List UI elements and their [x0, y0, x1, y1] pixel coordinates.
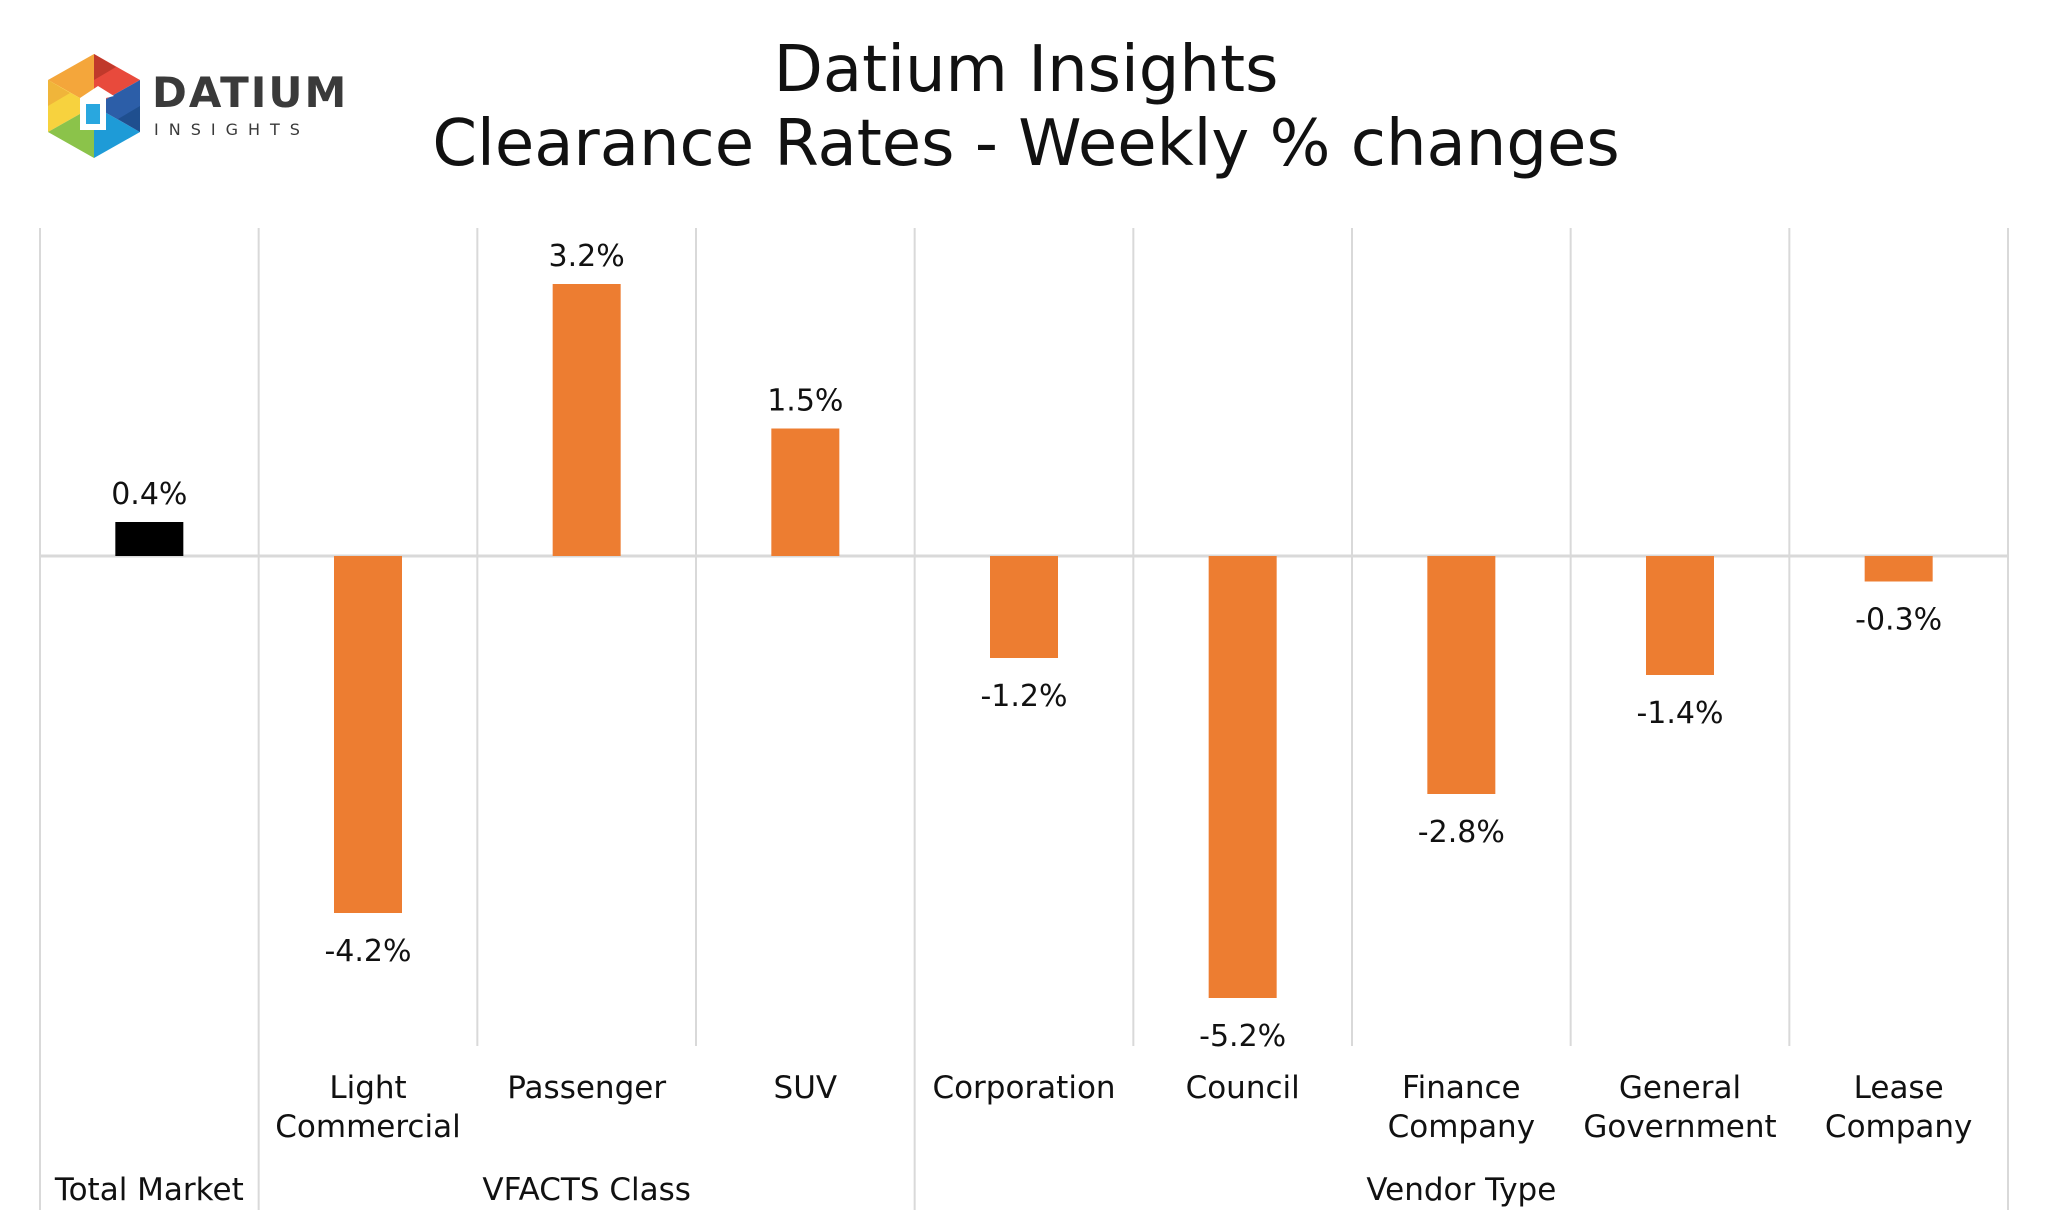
data-label: -0.3%	[1855, 603, 1942, 638]
data-label: 1.5%	[767, 384, 843, 419]
category-label: Passenger	[507, 1070, 666, 1106]
category-label: General	[1619, 1070, 1741, 1106]
datium-logo: DATIUM INSIGHTS	[40, 50, 346, 180]
bar	[1864, 556, 1933, 582]
data-label: 3.2%	[549, 239, 625, 274]
datium-hexagon-icon	[48, 54, 140, 158]
category-label: Commercial	[275, 1109, 460, 1145]
category-label: Finance	[1402, 1070, 1521, 1106]
category-label: Lease	[1854, 1070, 1944, 1106]
logo-tagline: INSIGHTS	[154, 120, 310, 139]
category-label: Light	[329, 1070, 406, 1106]
data-label: -2.8%	[1418, 815, 1505, 850]
chart-title-line-1: Datium Insights	[773, 33, 1279, 107]
chart-data-labels: 0.4% -4.2% 3.2% 1.5% -1.2% -5.2% -2.8% -1.4% -0.…	[111, 239, 1942, 1054]
bar	[990, 556, 1058, 658]
group-label: Total Market	[54, 1172, 244, 1208]
data-label: -4.2%	[324, 934, 411, 969]
data-label: -5.2%	[1199, 1019, 1286, 1054]
bar	[115, 522, 184, 556]
chart-bars	[115, 284, 1933, 998]
category-label: Corporation	[932, 1070, 1115, 1106]
logo-wordmark: DATIUM	[152, 68, 349, 117]
chart-group-labels: Total Market VFACTS Class Vendor Type	[54, 1172, 1556, 1208]
data-label: -1.4%	[1636, 696, 1723, 731]
group-label: VFACTS Class	[482, 1172, 691, 1208]
category-label: Company	[1388, 1109, 1535, 1145]
category-label: Company	[1825, 1109, 1972, 1145]
bar	[1646, 556, 1714, 675]
chart-title-line-2: Clearance Rates - Weekly % changes	[432, 107, 1620, 181]
bar	[1427, 556, 1496, 794]
group-label: Vendor Type	[1366, 1172, 1556, 1208]
bar	[552, 284, 621, 556]
category-label: Council	[1186, 1070, 1300, 1106]
category-label: SUV	[774, 1070, 838, 1106]
bar	[771, 428, 840, 556]
data-label: 0.4%	[111, 477, 187, 512]
category-label: Government	[1583, 1109, 1776, 1145]
bar	[1208, 556, 1277, 998]
bar	[334, 556, 402, 913]
data-label: -1.2%	[980, 679, 1067, 714]
